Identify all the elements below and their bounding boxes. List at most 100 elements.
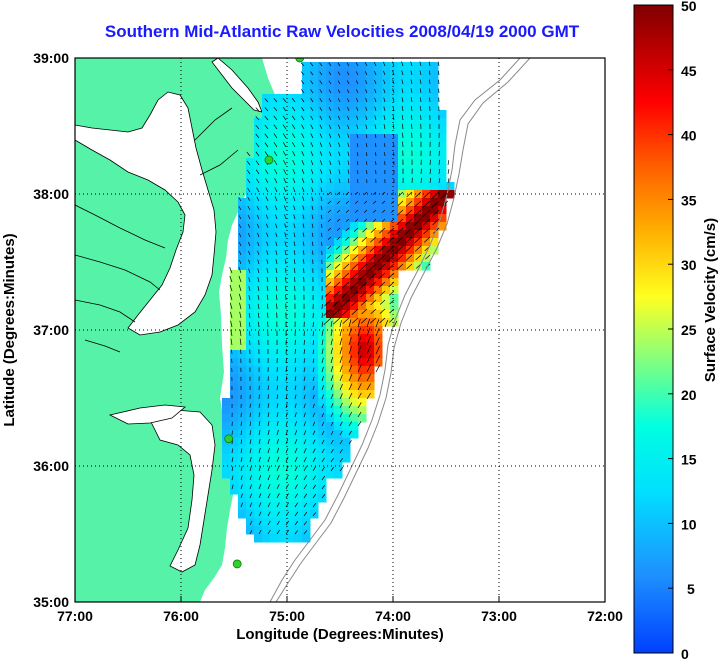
velocity-cell bbox=[358, 326, 367, 335]
current-vector bbox=[328, 71, 332, 76]
current-vector bbox=[332, 308, 341, 316]
current-vector bbox=[292, 159, 296, 166]
current-vectors bbox=[229, 61, 450, 535]
velocity-cell bbox=[422, 246, 431, 255]
velocity-cell bbox=[350, 326, 359, 335]
velocity-cell bbox=[302, 102, 311, 111]
current-vector bbox=[229, 275, 233, 283]
current-vector bbox=[320, 187, 323, 193]
velocity-cell bbox=[342, 214, 351, 223]
velocity-cell bbox=[318, 166, 327, 175]
velocity-cell bbox=[270, 334, 279, 343]
velocity-cell bbox=[318, 454, 327, 463]
velocity-cell bbox=[238, 438, 247, 447]
velocity-cell bbox=[350, 382, 359, 391]
velocity-cell bbox=[254, 486, 263, 495]
velocity-cell bbox=[294, 238, 303, 247]
velocity-cell bbox=[398, 198, 407, 207]
velocity-field bbox=[222, 62, 455, 543]
velocity-cell bbox=[302, 278, 311, 287]
velocity-cell bbox=[254, 214, 263, 223]
velocity-cell bbox=[318, 86, 327, 95]
current-vector bbox=[386, 245, 395, 254]
current-vector bbox=[310, 89, 314, 94]
current-vector bbox=[247, 224, 251, 229]
current-vector bbox=[375, 319, 380, 328]
current-vector bbox=[366, 318, 370, 328]
current-vector bbox=[339, 448, 343, 454]
velocity-cell bbox=[398, 62, 407, 71]
velocity-cell bbox=[270, 102, 279, 111]
current-vector bbox=[339, 393, 343, 400]
velocity-cell bbox=[302, 190, 311, 199]
current-vector bbox=[267, 385, 269, 391]
velocity-cell bbox=[254, 174, 263, 183]
velocity-cell bbox=[350, 294, 359, 303]
current-vector bbox=[247, 196, 251, 202]
current-vector bbox=[348, 392, 353, 400]
velocity-cell bbox=[374, 262, 383, 271]
velocity-cell bbox=[278, 342, 287, 351]
velocity-cell bbox=[310, 70, 319, 79]
velocity-cell bbox=[246, 158, 255, 167]
velocity-cell bbox=[366, 70, 375, 79]
velocity-cell bbox=[302, 142, 311, 151]
current-vector bbox=[414, 191, 422, 198]
current-vector bbox=[366, 336, 371, 346]
current-vector bbox=[283, 196, 287, 202]
velocity-cell bbox=[366, 190, 375, 199]
velocity-cell bbox=[310, 62, 319, 71]
current-vector bbox=[274, 196, 278, 202]
current-vector bbox=[310, 124, 314, 130]
current-vector bbox=[247, 187, 251, 193]
velocity-cell bbox=[294, 462, 303, 471]
y-tick-label: 38:00 bbox=[33, 186, 69, 202]
current-vector bbox=[249, 457, 252, 463]
velocity-cell bbox=[254, 158, 263, 167]
velocity-cell bbox=[326, 262, 335, 271]
velocity-cell bbox=[398, 262, 407, 271]
velocity-cell bbox=[262, 350, 271, 359]
current-vector bbox=[255, 107, 260, 112]
velocity-cell bbox=[294, 358, 303, 367]
current-vector bbox=[312, 512, 317, 517]
velocity-cell bbox=[350, 374, 359, 383]
velocity-cell bbox=[390, 246, 399, 255]
hf-radar-station-marker bbox=[232, 559, 242, 569]
current-vector bbox=[366, 161, 368, 166]
current-vector bbox=[293, 223, 296, 229]
velocity-cell bbox=[278, 438, 287, 447]
current-vector bbox=[312, 394, 315, 400]
velocity-cell bbox=[334, 342, 343, 351]
velocity-cell bbox=[382, 134, 391, 143]
velocity-cell bbox=[294, 494, 303, 503]
current-vector bbox=[266, 241, 269, 247]
velocity-cell bbox=[334, 118, 343, 127]
velocity-cell bbox=[326, 382, 335, 391]
current-vector bbox=[339, 402, 343, 409]
velocity-cell bbox=[246, 278, 255, 287]
velocity-cell bbox=[230, 294, 239, 303]
velocity-cell bbox=[406, 134, 415, 143]
velocity-cell bbox=[334, 214, 343, 223]
velocity-cell bbox=[278, 174, 287, 183]
current-vector bbox=[336, 209, 341, 213]
velocity-cell bbox=[294, 310, 303, 319]
velocity-cell bbox=[350, 182, 359, 191]
current-vector bbox=[256, 205, 260, 211]
velocity-cell bbox=[366, 302, 375, 311]
velocity-cell bbox=[294, 190, 303, 199]
current-vector bbox=[319, 115, 323, 121]
velocity-cell bbox=[326, 366, 335, 375]
current-vector bbox=[366, 354, 372, 364]
velocity-cell bbox=[342, 454, 351, 463]
velocity-cell bbox=[326, 374, 335, 383]
current-vector bbox=[419, 79, 422, 85]
current-vector bbox=[258, 321, 260, 328]
current-vector bbox=[312, 466, 316, 472]
velocity-cell bbox=[278, 422, 287, 431]
velocity-cell bbox=[286, 422, 295, 431]
velocity-cell bbox=[238, 398, 247, 407]
current-vector bbox=[365, 152, 368, 157]
velocity-cell bbox=[246, 390, 255, 399]
